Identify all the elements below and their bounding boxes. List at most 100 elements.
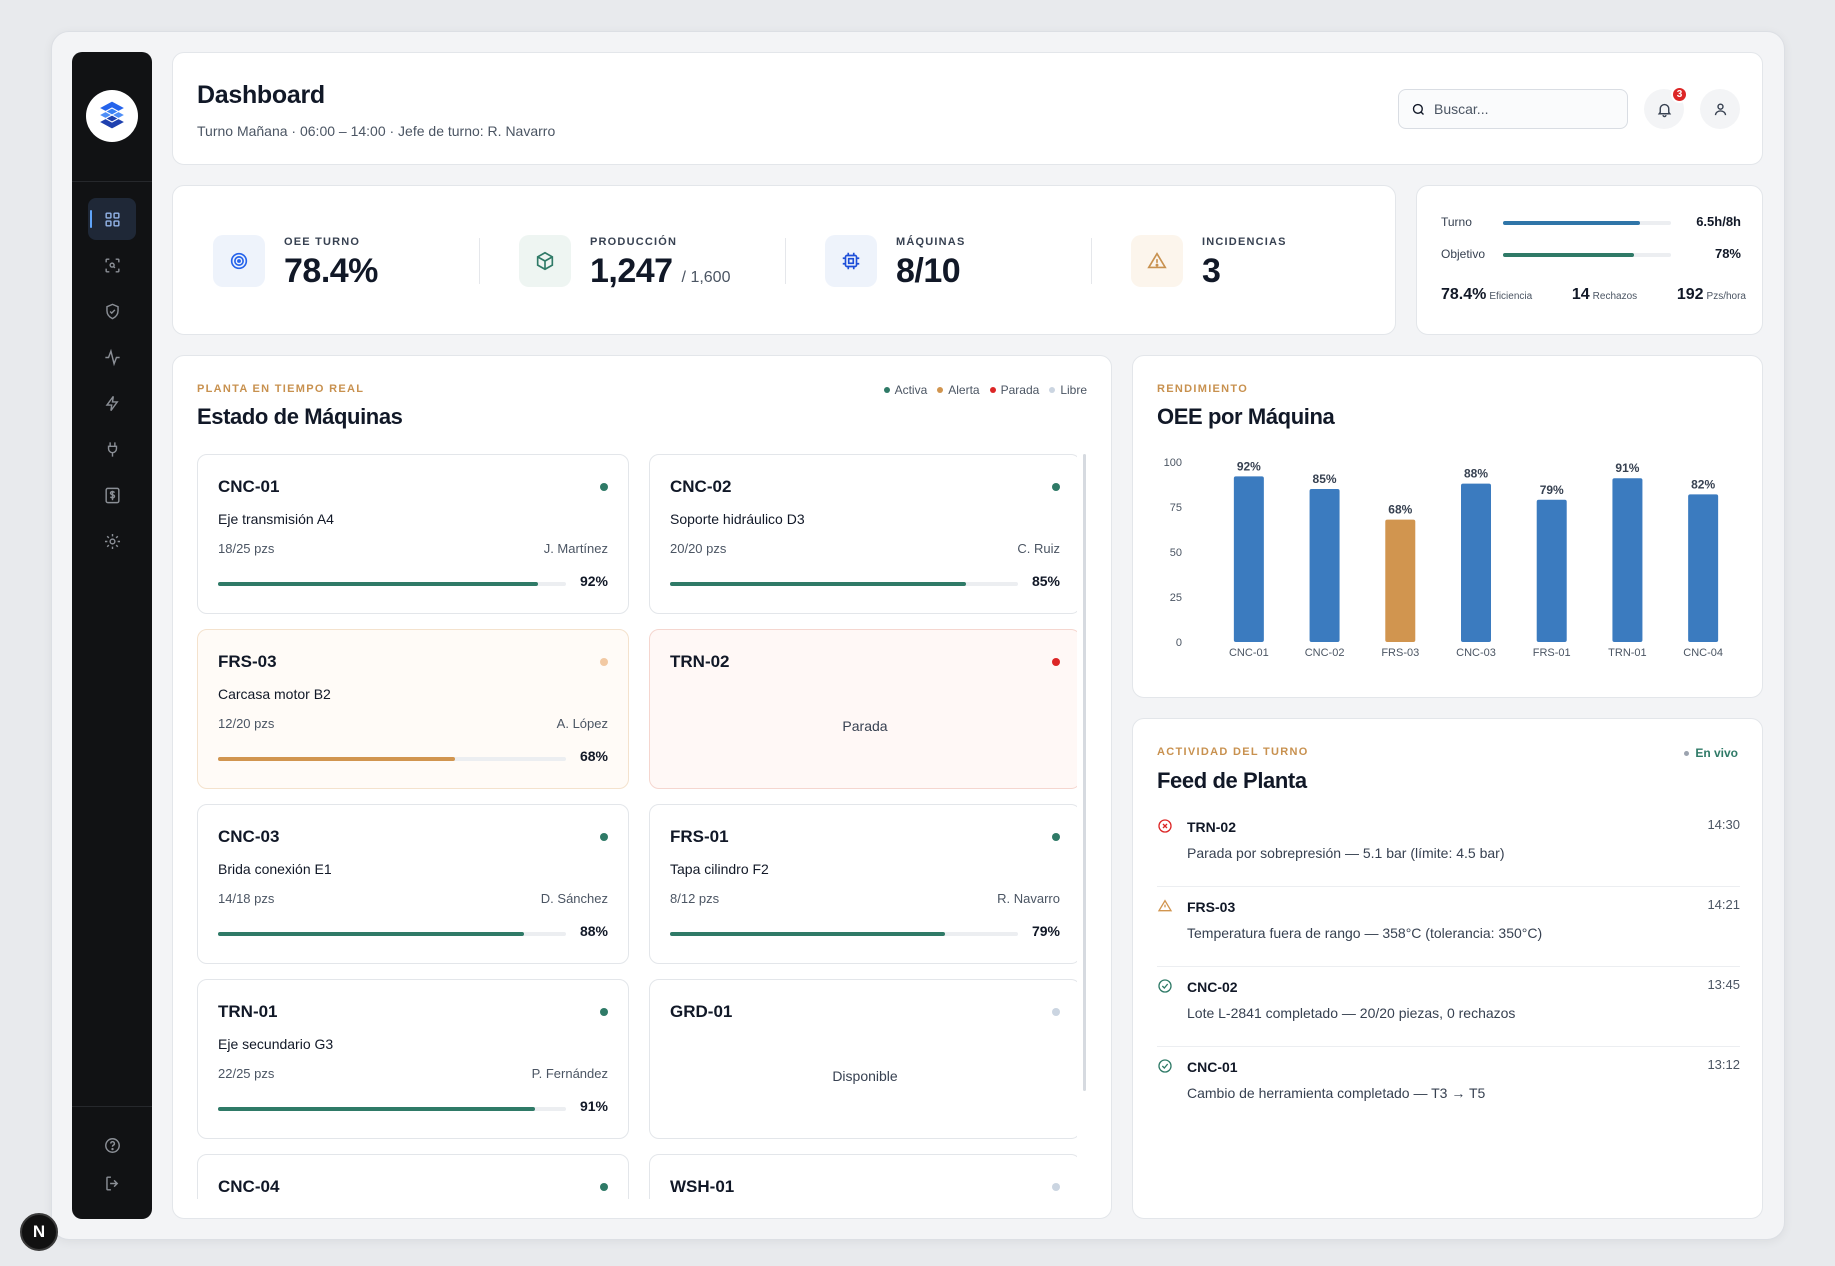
machine-status-dot	[1052, 833, 1060, 841]
machine-pieces: 8/12 pzs	[670, 891, 720, 906]
machine-card[interactable]: WSH-01	[649, 1154, 1077, 1199]
kpi-oee: OEE TURNO 78.4%	[173, 186, 479, 336]
sidebar-item-energy[interactable]	[88, 382, 136, 424]
dev-tools-badge[interactable]: N	[20, 1213, 58, 1251]
live-indicator: En vivo	[1684, 746, 1738, 760]
sidebar-item-scan[interactable]	[88, 244, 136, 286]
feed-item[interactable]: CNC-02 13:45 Lote L-2841 completado — 20/2…	[1157, 967, 1740, 1047]
machine-card[interactable]: CNC-01 Eje transmisión A4 18/25 pzs J. Mart…	[197, 454, 629, 614]
x-tick-label: CNC-04	[1683, 647, 1723, 659]
feed-item[interactable]: CNC-01 13:12 Cambio de herramienta complet…	[1157, 1047, 1740, 1127]
machine-card[interactable]: CNC-02 Soporte hidráulico D3 20/20 pzs C. R…	[649, 454, 1077, 614]
sidebar-item-quality[interactable]	[88, 290, 136, 332]
bar-data-label: 68%	[1388, 503, 1412, 517]
sidebar-item-logout[interactable]	[88, 1162, 136, 1204]
check-circle-icon	[1157, 1058, 1173, 1074]
scan-icon	[104, 257, 120, 273]
feed-item[interactable]: TRN-02 14:30 Parada por sobrepresión — 5.1…	[1157, 807, 1740, 887]
target-progress-track	[1503, 253, 1671, 257]
machine-card[interactable]: CNC-04	[197, 1154, 629, 1199]
warning-icon	[1157, 898, 1173, 914]
section-title: Feed de Planta	[1157, 768, 1307, 793]
machine-card[interactable]: TRN-01 Eje secundario G3 22/25 pzs P. Ferná…	[197, 979, 629, 1139]
sidebar-item-activity[interactable]	[88, 336, 136, 378]
sidebar-item-costs[interactable]	[88, 474, 136, 516]
machine-operator: C. Ruiz	[1017, 541, 1060, 556]
bar-data-label: 88%	[1464, 467, 1488, 481]
x-tick-label: FRS-01	[1533, 647, 1571, 659]
sidebar-item-dashboard[interactable]	[88, 198, 136, 240]
machine-card[interactable]: FRS-03 Carcasa motor B2 12/20 pzs A. López 6…	[197, 629, 629, 789]
shift-subtitle: Turno Mañana · 06:00 – 14:00 · Jefe de t…	[197, 123, 556, 139]
machine-pieces: 22/25 pzs	[218, 1066, 275, 1081]
feed-time: 14:21	[1707, 897, 1740, 912]
machine-progress-track	[670, 932, 1018, 936]
bar-data-label: 85%	[1313, 472, 1337, 486]
shift-progress-fill	[1503, 221, 1640, 225]
machine-id: CNC-03	[218, 827, 280, 846]
search-input[interactable]	[1434, 101, 1614, 117]
feed-divider	[1157, 1046, 1740, 1047]
kpi-machines: MÁQUINAS 8/10	[785, 186, 1091, 336]
machine-id: CNC-01	[218, 477, 280, 496]
machine-part: Soporte hidráulico D3	[670, 511, 805, 527]
legend-item: Parada	[989, 383, 1039, 397]
machine-operator: A. López	[556, 716, 608, 731]
machine-status-dot	[1052, 1008, 1060, 1016]
feed-message: Cambio de herramienta completado — T3 → …	[1187, 1085, 1486, 1101]
user-icon	[1714, 102, 1726, 115]
kpi-label: MÁQUINAS	[896, 236, 966, 248]
machine-pieces: 18/25 pzs	[218, 541, 275, 556]
notifications-button[interactable]: 3	[1644, 86, 1688, 129]
shift-progress-value: 6.5h/8h	[1696, 214, 1741, 229]
kpi-label: INCIDENCIAS	[1202, 236, 1287, 248]
user-menu-button[interactable]	[1700, 89, 1740, 129]
machine-card[interactable]: TRN-02 Parada	[649, 629, 1077, 789]
bar-trn-01	[1612, 478, 1643, 642]
legend-item: Libre	[1049, 383, 1087, 397]
machine-progress-fill	[218, 932, 525, 936]
section-eyebrow: RENDIMIENTO	[1157, 383, 1249, 395]
machine-id: GRD-01	[670, 1002, 733, 1021]
machine-id: FRS-03	[218, 652, 277, 671]
search-box[interactable]	[1398, 89, 1628, 129]
feed-machine-id: CNC-01	[1187, 1059, 1238, 1075]
box-icon	[519, 235, 571, 287]
machine-pieces: 14/18 pzs	[218, 891, 275, 906]
oee-bar-chart: 0 25 50 75 100 92% CNC-01 85% CNC-02 68% FRS-03 88%…	[1164, 457, 1723, 659]
shift-progress-track	[1503, 221, 1671, 225]
kpi-label: OEE TURNO	[284, 236, 361, 248]
machine-card[interactable]: GRD-01 Disponible	[649, 979, 1077, 1139]
kpi-value: 78.4%	[284, 252, 378, 290]
machine-id: CNC-04	[218, 1177, 280, 1196]
sidebar-divider	[72, 181, 152, 182]
machine-status-dot	[600, 1008, 608, 1016]
machine-oee: 91%	[579, 1098, 608, 1114]
sidebar-item-power[interactable]	[88, 428, 136, 470]
feed-message: Parada por sobrepresión — 5.1 bar (límit…	[1187, 845, 1505, 861]
machine-progress-fill	[218, 1107, 535, 1111]
sidebar-item-help[interactable]	[88, 1124, 136, 1166]
kpi-divider	[785, 238, 786, 284]
kpi-incidents: INCIDENCIAS 3	[1091, 186, 1397, 336]
shift-progress-row: Turno 6.5h/8h	[1441, 213, 1741, 233]
machine-card[interactable]: CNC-03 Brida conexión E1 14/18 pzs D. Sánch…	[197, 804, 629, 964]
feed-item[interactable]: FRS-03 14:21 Temperatura fuera de rango — …	[1157, 887, 1740, 967]
bell-icon	[1657, 103, 1671, 117]
dollar-icon	[104, 487, 120, 503]
machine-oee: 85%	[1031, 573, 1060, 589]
machine-status-dot	[1052, 658, 1060, 666]
shield-check-icon	[105, 303, 119, 319]
logo[interactable]	[86, 90, 138, 142]
kpi-value: 8/10	[896, 252, 961, 290]
x-tick-label: CNC-02	[1305, 647, 1345, 659]
machine-card[interactable]: FRS-01 Tapa cilindro F2 8/12 pzs R. Navarro…	[649, 804, 1077, 964]
machine-progress-track	[218, 582, 566, 586]
machine-progress-track	[218, 932, 566, 936]
section-title: OEE por Máquina	[1157, 404, 1335, 429]
bar-data-label: 91%	[1615, 461, 1639, 475]
machine-operator: R. Navarro	[997, 891, 1060, 906]
x-tick-label: FRS-03	[1381, 647, 1419, 659]
sidebar-item-settings[interactable]	[88, 520, 136, 562]
machine-grid-scrollbar[interactable]	[1083, 454, 1086, 1091]
